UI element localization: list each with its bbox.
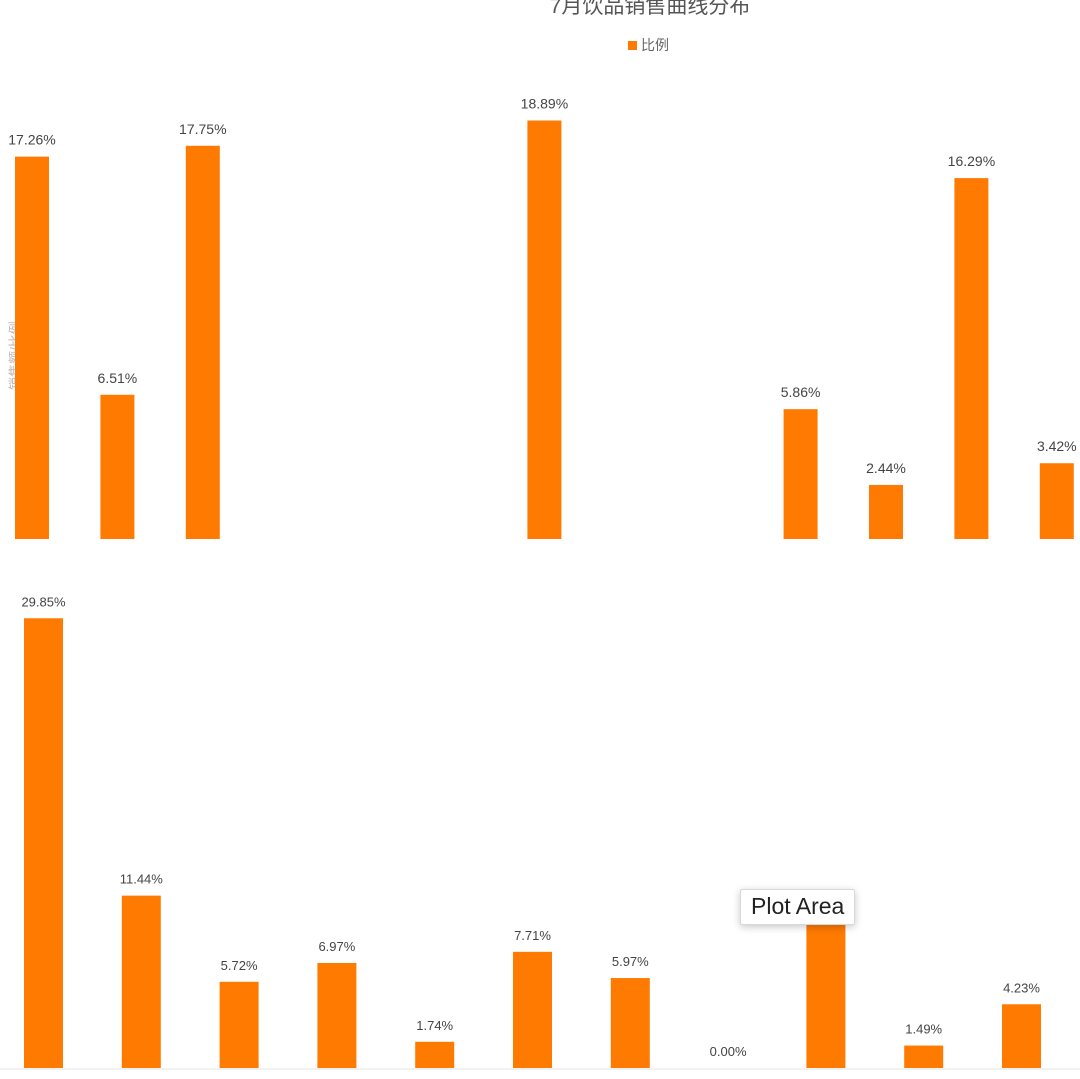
bar[interactable] xyxy=(904,1045,944,1068)
bar[interactable] xyxy=(24,618,63,1068)
data-label: 1.74% xyxy=(416,1018,453,1033)
data-label: 5.97% xyxy=(612,954,649,969)
bar[interactable] xyxy=(954,178,989,540)
data-label: 4.23% xyxy=(1003,980,1040,995)
legend-label: 比例 xyxy=(641,37,669,53)
data-label: 0.00% xyxy=(710,1044,747,1059)
data-label: 7.71% xyxy=(514,928,551,943)
bar[interactable] xyxy=(219,981,259,1068)
bar[interactable] xyxy=(527,120,562,539)
data-label: 11.44% xyxy=(120,872,164,887)
data-label: 17.26% xyxy=(8,132,55,148)
bar[interactable] xyxy=(869,484,903,539)
bar[interactable] xyxy=(783,409,818,539)
bar[interactable] xyxy=(610,978,650,1068)
data-label: 2.44% xyxy=(866,460,906,476)
data-label: 17.75% xyxy=(179,121,226,137)
bar[interactable] xyxy=(185,145,220,539)
legend-swatch xyxy=(628,40,637,50)
plot-area-tooltip: Plot Area xyxy=(740,889,856,925)
bar[interactable] xyxy=(317,962,357,1068)
data-label: 16.29% xyxy=(948,153,995,169)
data-label: 1.49% xyxy=(905,1022,942,1037)
chart-title: 7月饮品销售曲线分布 xyxy=(549,0,751,18)
data-label: 6.51% xyxy=(98,370,138,386)
bar[interactable] xyxy=(121,895,161,1068)
data-label: 6.97% xyxy=(318,939,355,954)
bar[interactable] xyxy=(513,951,552,1068)
data-label: 29.85% xyxy=(21,594,66,609)
bar[interactable] xyxy=(15,156,49,539)
bar[interactable] xyxy=(415,1041,455,1068)
bar[interactable] xyxy=(100,394,135,539)
data-label: 5.86% xyxy=(781,384,821,400)
bar[interactable] xyxy=(806,918,846,1068)
bar[interactable] xyxy=(1039,463,1074,539)
data-label: 18.89% xyxy=(521,96,568,112)
bar[interactable] xyxy=(1002,1004,1041,1068)
data-label: 5.72% xyxy=(221,958,258,973)
legend[interactable]: 比例 xyxy=(628,35,669,55)
data-label: 3.42% xyxy=(1037,438,1077,454)
